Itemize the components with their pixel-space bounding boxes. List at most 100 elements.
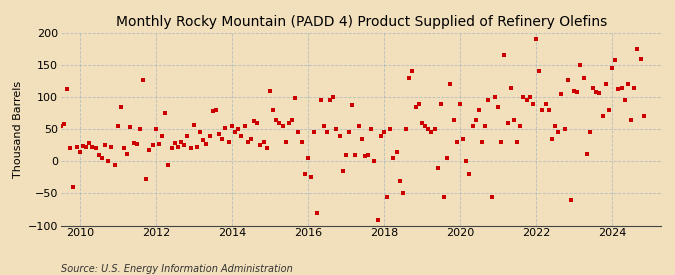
- Point: [452, 140, 462, 144]
- Point: [461, 159, 472, 164]
- Point: [49, 121, 60, 125]
- Point: [296, 140, 307, 144]
- Point: [502, 121, 513, 125]
- Point: [610, 58, 620, 62]
- Point: [521, 98, 532, 103]
- Point: [556, 92, 567, 96]
- Point: [299, 172, 310, 176]
- Point: [508, 117, 519, 122]
- Point: [591, 90, 601, 94]
- Point: [575, 63, 586, 67]
- Point: [302, 156, 313, 160]
- Title: Monthly Rocky Mountain (PADD 4) Product Supplied of Refinery Olefins: Monthly Rocky Mountain (PADD 4) Product …: [115, 15, 607, 29]
- Point: [413, 101, 424, 106]
- Point: [176, 140, 186, 144]
- Point: [629, 85, 640, 90]
- Point: [454, 101, 465, 106]
- Point: [585, 130, 595, 134]
- Point: [334, 133, 345, 138]
- Point: [527, 101, 538, 106]
- Point: [46, 143, 57, 147]
- Point: [372, 218, 383, 222]
- Point: [65, 146, 76, 151]
- Point: [134, 127, 145, 131]
- Point: [226, 124, 237, 128]
- Point: [344, 130, 354, 135]
- Point: [236, 133, 247, 138]
- Point: [112, 124, 123, 128]
- Point: [325, 98, 335, 103]
- Point: [442, 156, 453, 160]
- Point: [423, 127, 434, 131]
- Point: [360, 154, 371, 158]
- Point: [404, 76, 414, 80]
- Point: [568, 89, 579, 93]
- Point: [540, 101, 551, 106]
- Point: [435, 101, 446, 106]
- Point: [477, 140, 487, 144]
- Point: [401, 127, 412, 131]
- Point: [55, 124, 66, 128]
- Point: [271, 117, 281, 122]
- Point: [188, 123, 199, 127]
- Point: [220, 126, 231, 130]
- Point: [379, 130, 389, 135]
- Point: [553, 130, 564, 135]
- Point: [489, 95, 500, 99]
- Point: [626, 117, 637, 122]
- Point: [277, 124, 288, 128]
- Point: [572, 90, 583, 94]
- Point: [328, 95, 339, 99]
- Point: [486, 194, 497, 199]
- Point: [147, 143, 158, 147]
- Point: [331, 127, 342, 131]
- Point: [132, 142, 142, 146]
- Point: [518, 95, 529, 99]
- Point: [309, 130, 320, 135]
- Point: [166, 146, 177, 151]
- Point: [474, 108, 485, 112]
- Point: [607, 66, 618, 70]
- Point: [537, 108, 548, 112]
- Point: [458, 137, 468, 141]
- Point: [388, 156, 399, 160]
- Point: [52, 114, 63, 119]
- Point: [312, 210, 323, 215]
- Point: [439, 194, 450, 199]
- Point: [347, 103, 358, 107]
- Point: [306, 175, 317, 180]
- Point: [59, 122, 70, 126]
- Point: [185, 146, 196, 151]
- Point: [581, 152, 592, 156]
- Point: [182, 133, 193, 138]
- Point: [356, 137, 367, 141]
- Point: [287, 117, 298, 122]
- Point: [398, 191, 408, 196]
- Point: [613, 87, 624, 91]
- Point: [128, 141, 139, 145]
- Point: [559, 127, 570, 131]
- Point: [192, 145, 202, 149]
- Point: [239, 124, 250, 128]
- Point: [392, 150, 402, 154]
- Point: [340, 153, 351, 157]
- Point: [547, 137, 558, 141]
- Point: [211, 108, 221, 112]
- Point: [125, 125, 136, 130]
- Point: [87, 145, 98, 149]
- Point: [362, 153, 373, 157]
- Point: [515, 124, 526, 128]
- Point: [255, 143, 266, 147]
- Point: [68, 185, 79, 189]
- Point: [562, 78, 573, 82]
- Text: Source: U.S. Energy Information Administration: Source: U.S. Energy Information Administ…: [61, 264, 292, 274]
- Point: [499, 53, 510, 58]
- Point: [549, 124, 560, 128]
- Point: [103, 159, 113, 164]
- Point: [448, 117, 459, 122]
- Point: [493, 104, 504, 109]
- Point: [366, 127, 377, 131]
- Point: [293, 130, 304, 135]
- Point: [506, 85, 516, 90]
- Point: [480, 124, 491, 128]
